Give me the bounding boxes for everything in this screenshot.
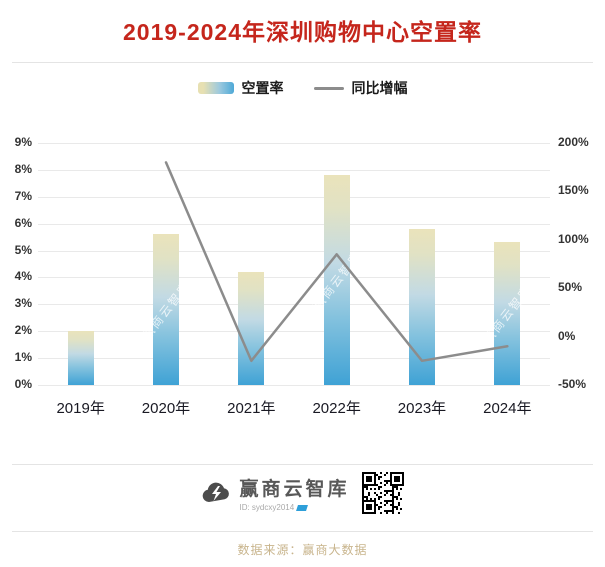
left-axis-tick: 0%: [14, 377, 32, 391]
left-axis-tick: 3%: [14, 296, 32, 311]
brand-name: 赢商云智库: [239, 479, 350, 500]
left-axis-tick: 6%: [14, 215, 32, 230]
bar-2024年: [494, 242, 521, 385]
data-source-note: 数据来源：赢商大数据: [237, 543, 368, 557]
gridline: [38, 385, 550, 386]
legend-label-vacancy: 空置率: [241, 80, 284, 96]
right-axis-tick: 0%: [558, 328, 576, 343]
right-axis-tick: 200%: [558, 135, 589, 149]
brand-id: ID: sydcxy2014: [239, 503, 349, 512]
x-axis-label: 2024年: [483, 400, 532, 417]
legend-item-vacancy: 空置率: [197, 78, 284, 98]
gridline: [38, 304, 550, 306]
gridline: [38, 331, 550, 333]
right-axis-tick: -50%: [558, 377, 587, 391]
legend-label-yoy: 同比增幅: [351, 80, 408, 96]
left-axis-tick: 1%: [14, 350, 32, 365]
chart-plot-area: 0% 1% 2% 3% 4% 5% 6% 7% 8% 9% -50% 0% 50% 100% 150% 200…: [0, 115, 605, 445]
gridline: [38, 250, 550, 252]
x-axis-label: 2022年: [312, 400, 361, 417]
right-axis-tick: 100%: [558, 231, 589, 246]
brand-block: 赢商云智库 ID: sydcxy2014: [201, 474, 349, 512]
bar-2019年: [67, 331, 94, 385]
gridline: [38, 196, 550, 198]
brand-id-text: ID: sydcxy2014: [239, 503, 295, 512]
brand-cloud-logo-icon: [203, 482, 230, 503]
x-axis-label: 2019年: [56, 400, 105, 417]
bar-2022年: [323, 175, 350, 385]
chart-legend: 空置率 同比增幅: [0, 78, 605, 98]
divider-source: [12, 531, 593, 532]
gridline: [38, 223, 550, 225]
brand-text-block: 赢商云智库 ID: sydcxy2014: [239, 474, 349, 512]
gridline: [38, 169, 550, 171]
left-axis-tick: 7%: [14, 188, 32, 203]
x-axis-label: 2023年: [397, 400, 447, 417]
divider-footer: [12, 464, 593, 465]
bar-2020年: [153, 234, 179, 385]
bar-swatch-icon: [197, 82, 234, 94]
qr-code: [361, 472, 404, 514]
gridline: [38, 358, 550, 360]
legend-item-yoy: 同比增幅: [313, 78, 408, 98]
left-axis-tick: 4%: [14, 269, 32, 284]
line-swatch-icon: [313, 86, 344, 90]
page-title: 2019-2024年深圳购物中心空置率: [123, 19, 482, 45]
footer: 赢商云智库 ID: sydcxy2014: [0, 472, 605, 514]
right-axis-tick: 150%: [558, 183, 589, 198]
left-axis-tick: 5%: [14, 242, 32, 257]
id-badge-icon: [296, 504, 309, 511]
x-axis-label: 2021年: [227, 400, 276, 417]
bar-2021年: [238, 272, 265, 385]
right-axis-tick: 50%: [558, 280, 583, 295]
left-axis-tick: 9%: [14, 135, 32, 149]
left-axis-tick: 2%: [14, 323, 32, 338]
divider-top: [12, 62, 593, 63]
bar-2023年: [409, 229, 435, 385]
gridline: [38, 143, 550, 144]
x-axis-label: 2020年: [141, 400, 191, 417]
left-axis-tick: 8%: [14, 161, 32, 176]
gridline: [38, 277, 550, 279]
